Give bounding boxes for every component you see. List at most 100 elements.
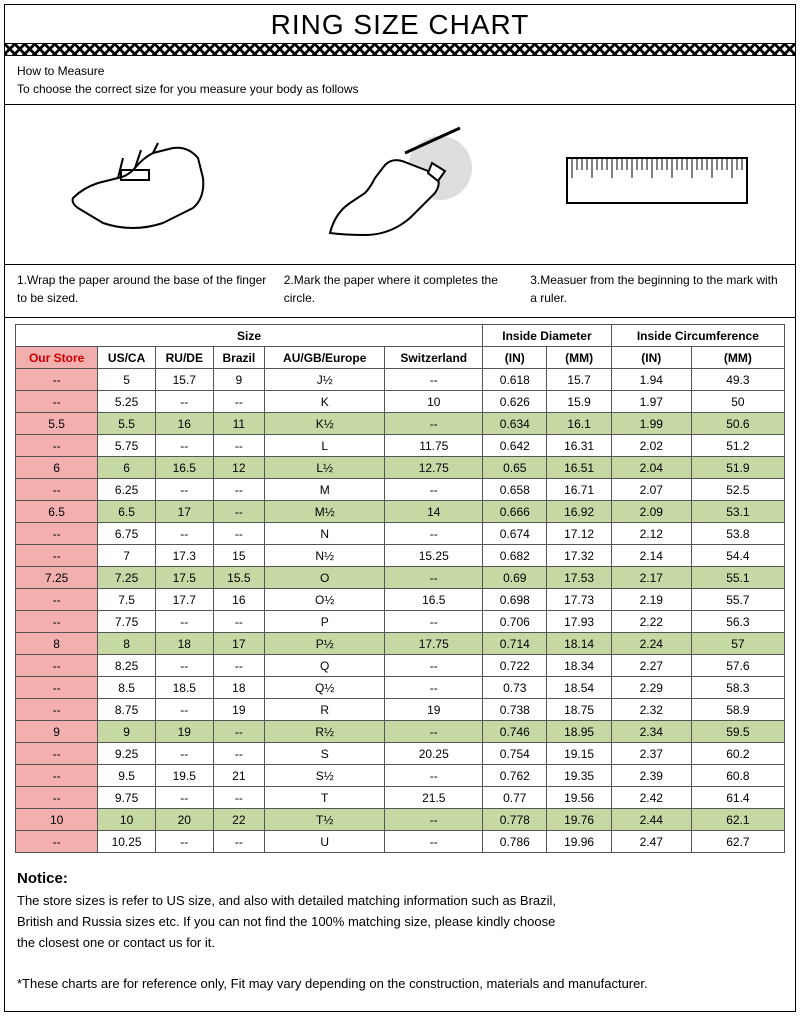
cell-sw: 14 [385, 501, 483, 523]
cell-br: 15 [213, 545, 264, 567]
th-usca: US/CA [98, 347, 156, 369]
table-row: --6.25----M--0.65816.712.0752.5 [16, 479, 785, 501]
cell-us: 6.5 [98, 501, 156, 523]
cell-ru: 20 [155, 809, 213, 831]
cell-cmm: 55.1 [691, 567, 784, 589]
th-id-group: Inside Diameter [483, 325, 612, 347]
cell-us: 9.5 [98, 765, 156, 787]
table-row: 9919--R½--0.74618.952.3459.5 [16, 721, 785, 743]
cell-din: 0.666 [483, 501, 547, 523]
cell-us: 7.75 [98, 611, 156, 633]
cell-cin: 2.27 [611, 655, 691, 677]
cell-au: M [265, 479, 385, 501]
cell-sw: 15.25 [385, 545, 483, 567]
cell-dmm: 17.93 [547, 611, 611, 633]
cell-br: -- [213, 391, 264, 413]
cell-ru: 17.3 [155, 545, 213, 567]
illustration-row [5, 105, 795, 265]
table-row: --8.25----Q--0.72218.342.2757.6 [16, 655, 785, 677]
cell-din: 0.746 [483, 721, 547, 743]
th-our-store: Our Store [16, 347, 98, 369]
cell-ru: 16.5 [155, 457, 213, 479]
cell-din: 0.658 [483, 479, 547, 501]
cell-us: 7.25 [98, 567, 156, 589]
cell-dmm: 16.51 [547, 457, 611, 479]
cell-sw: 11.75 [385, 435, 483, 457]
cell-ru: -- [155, 479, 213, 501]
cell-dmm: 18.14 [547, 633, 611, 655]
cell-sw: 21.5 [385, 787, 483, 809]
cell-cin: 2.37 [611, 743, 691, 765]
cell-our: -- [16, 611, 98, 633]
cell-cin: 2.09 [611, 501, 691, 523]
cell-au: P½ [265, 633, 385, 655]
cell-br: -- [213, 479, 264, 501]
table-body: --515.79J½--0.61815.71.9449.3--5.25----K… [16, 369, 785, 853]
howto-sub: To choose the correct size for you measu… [17, 80, 783, 98]
cell-us: 5.5 [98, 413, 156, 435]
cell-sw: -- [385, 479, 483, 501]
cell-cmm: 60.2 [691, 743, 784, 765]
cell-au: O [265, 567, 385, 589]
cell-din: 0.73 [483, 677, 547, 699]
cell-br: 12 [213, 457, 264, 479]
cell-sw: -- [385, 413, 483, 435]
th-dmm: (MM) [547, 347, 611, 369]
notice-section: Notice: The store sizes is refer to US s… [5, 859, 795, 1011]
cell-our: -- [16, 699, 98, 721]
th-augb: AU/GB/Europe [265, 347, 385, 369]
cell-din: 0.618 [483, 369, 547, 391]
cell-our: -- [16, 743, 98, 765]
cell-cin: 2.12 [611, 523, 691, 545]
cell-din: 0.786 [483, 831, 547, 853]
cell-sw: 19 [385, 699, 483, 721]
cell-our: 7.25 [16, 567, 98, 589]
cell-din: 0.69 [483, 567, 547, 589]
step-2: 2.Mark the paper where it completes the … [284, 271, 516, 307]
table-row: --9.519.521S½--0.76219.352.3960.8 [16, 765, 785, 787]
cell-cin: 1.97 [611, 391, 691, 413]
table-row: --5.25----K100.62615.91.9750 [16, 391, 785, 413]
cell-dmm: 15.9 [547, 391, 611, 413]
table-row: --717.315N½15.250.68217.322.1454.4 [16, 545, 785, 567]
cell-us: 5.25 [98, 391, 156, 413]
cell-cin: 2.42 [611, 787, 691, 809]
cell-au: R [265, 699, 385, 721]
cell-sw: 12.75 [385, 457, 483, 479]
cell-dmm: 16.92 [547, 501, 611, 523]
cell-dmm: 16.1 [547, 413, 611, 435]
cell-din: 0.642 [483, 435, 547, 457]
cell-our: 8 [16, 633, 98, 655]
th-swiss: Switzerland [385, 347, 483, 369]
cell-br: 18 [213, 677, 264, 699]
size-table: Size Inside Diameter Inside Circumferenc… [15, 324, 785, 853]
cell-au: N [265, 523, 385, 545]
cell-cin: 1.94 [611, 369, 691, 391]
cell-sw: -- [385, 611, 483, 633]
table-row: --8.75--19R190.73818.752.3258.9 [16, 699, 785, 721]
cell-sw: -- [385, 369, 483, 391]
cell-cmm: 53.1 [691, 501, 784, 523]
title-row: RING SIZE CHART [5, 5, 795, 44]
cell-dmm: 19.15 [547, 743, 611, 765]
cell-our: -- [16, 589, 98, 611]
table-row: 7.257.2517.515.5O--0.6917.532.1755.1 [16, 567, 785, 589]
notice-p1: The store sizes is refer to US size, and… [17, 891, 783, 912]
cell-br: -- [213, 435, 264, 457]
cell-our: 9 [16, 721, 98, 743]
cell-br: 22 [213, 809, 264, 831]
cell-au: L [265, 435, 385, 457]
cell-our: -- [16, 677, 98, 699]
cell-au: O½ [265, 589, 385, 611]
notice-p4: *These charts are for reference only, Fi… [17, 974, 783, 995]
table-row: --9.25----S20.250.75419.152.3760.2 [16, 743, 785, 765]
cell-our: 5.5 [16, 413, 98, 435]
cell-our: -- [16, 545, 98, 567]
cell-din: 0.722 [483, 655, 547, 677]
cell-cmm: 61.4 [691, 787, 784, 809]
cell-ru: 17.7 [155, 589, 213, 611]
cell-br: 19 [213, 699, 264, 721]
cell-ru: 17.5 [155, 567, 213, 589]
cell-au: T½ [265, 809, 385, 831]
cell-cin: 2.47 [611, 831, 691, 853]
